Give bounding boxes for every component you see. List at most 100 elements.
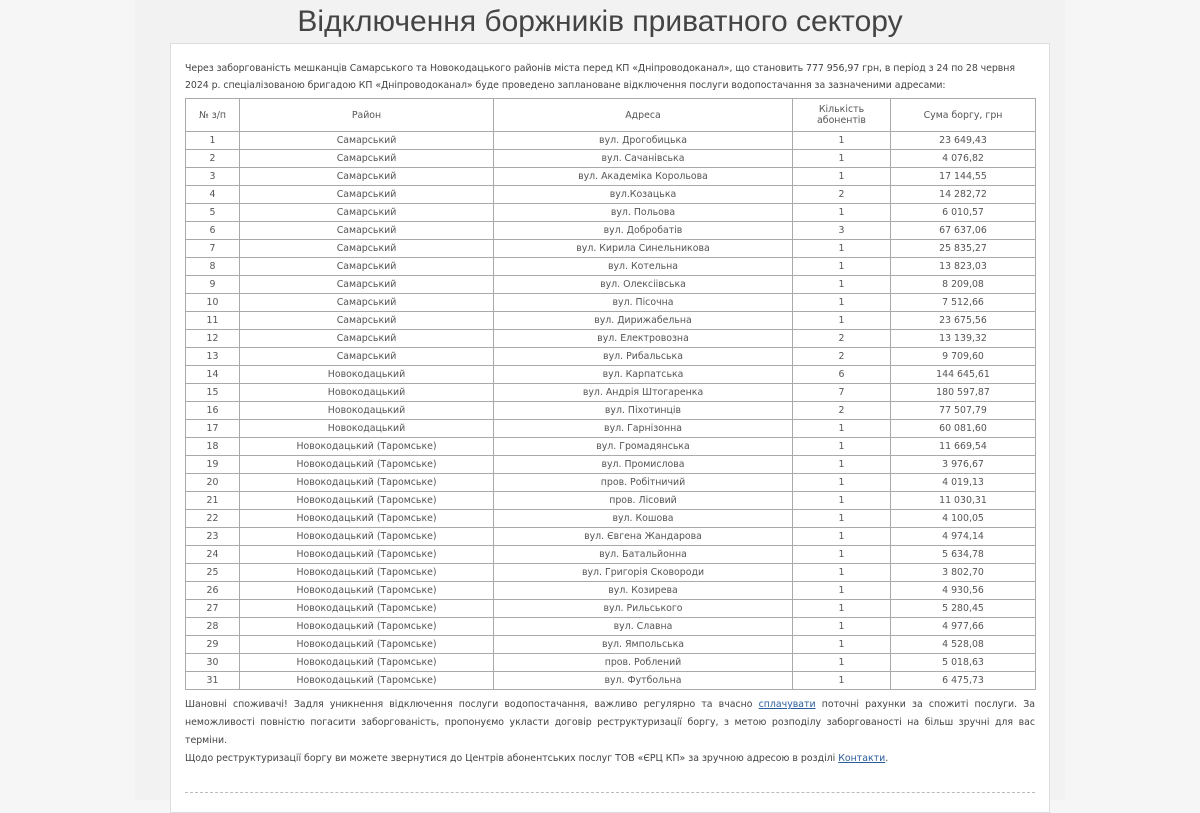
table-row: 17 Новокодацький вул. Гарнізонна 1 60 081,60 <box>185 419 1036 438</box>
cell-subscribers: 1 <box>792 581 891 600</box>
cell-number: 17 <box>185 419 240 438</box>
cell-number: 21 <box>185 491 240 510</box>
cell-district: Самарський <box>239 257 494 276</box>
cell-subscribers: 7 <box>792 383 891 402</box>
cell-subscribers: 1 <box>792 203 891 222</box>
cell-subscribers: 1 <box>792 563 891 582</box>
table-row: 28 Новокодацький (Таромське) вул. Славна 1 4… <box>185 617 1036 636</box>
cell-debt: 6 475,73 <box>890 671 1036 690</box>
cell-debt: 8 209,08 <box>890 275 1036 294</box>
notice-text-2: поточні рахунки за спожиті послуги. За н… <box>185 699 1035 746</box>
cell-debt: 7 512,66 <box>890 293 1036 312</box>
cell-district: Новокодацький <box>239 383 494 402</box>
contacts-link[interactable]: Контакти <box>838 753 886 764</box>
cell-number: 18 <box>185 437 240 456</box>
cell-subscribers: 3 <box>792 221 891 240</box>
cell-debt: 6 010,57 <box>890 203 1036 222</box>
cell-district: Новокодацький (Таромське) <box>239 599 494 618</box>
header-subscribers: Кількість абонентів <box>792 98 891 132</box>
cell-number: 24 <box>185 545 240 564</box>
cell-debt: 11 669,54 <box>890 437 1036 456</box>
intro-paragraph: Через заборгованість мешканців Самарсько… <box>185 63 1015 91</box>
cell-address: вул. Добробатів <box>493 221 793 240</box>
cell-subscribers: 1 <box>792 419 891 438</box>
cell-district: Новокодацький (Таромське) <box>239 509 494 528</box>
table-row: 20 Новокодацький (Таромське) пров. Робітни… <box>185 473 1036 492</box>
header-address: Адреса <box>493 98 793 132</box>
cell-district: Новокодацький (Таромське) <box>239 653 494 672</box>
header-number: № з/п <box>185 98 240 132</box>
cell-district: Самарський <box>239 203 494 222</box>
cell-district: Самарський <box>239 149 494 168</box>
table-row: 9 Самарський вул. Олексіівська 1 8 209,08 <box>185 275 1036 294</box>
cell-number: 5 <box>185 203 240 222</box>
pay-link[interactable]: сплачувати <box>758 699 816 710</box>
cell-subscribers: 1 <box>792 635 891 654</box>
cell-number: 3 <box>185 167 240 186</box>
cell-subscribers: 1 <box>792 311 891 330</box>
cell-number: 9 <box>185 275 240 294</box>
cell-subscribers: 2 <box>792 185 891 204</box>
cell-address: вул. Козирева <box>493 581 793 600</box>
cell-debt: 13 823,03 <box>890 257 1036 276</box>
cell-debt: 5 280,45 <box>890 599 1036 618</box>
table-row: 8 Самарський вул. Котельна 1 13 823,03 <box>185 257 1036 276</box>
cell-number: 8 <box>185 257 240 276</box>
table-row: 21 Новокодацький (Таромське) пров. Лісовий… <box>185 491 1036 510</box>
page-title: Відключення боржників приватного сектору <box>297 5 903 38</box>
cell-district: Самарський <box>239 347 494 366</box>
cell-subscribers: 1 <box>792 293 891 312</box>
cell-district: Новокодацький (Таромське) <box>239 617 494 636</box>
table-row: 1 Самарський вул. Дрогобицька 1 23 649,43 <box>185 131 1036 150</box>
cell-subscribers: 2 <box>792 401 891 420</box>
cell-debt: 67 637,06 <box>890 221 1036 240</box>
cell-address: вул. Котельна <box>493 257 793 276</box>
cell-debt: 77 507,79 <box>890 401 1036 420</box>
table-row: 19 Новокодацький (Таромське) вул. Промисло… <box>185 455 1036 474</box>
cell-address: пров. Лісовий <box>493 491 793 510</box>
restructure-text-2: . <box>885 753 889 764</box>
cell-debt: 14 282,72 <box>890 185 1036 204</box>
cell-number: 23 <box>185 527 240 546</box>
table-row: 3 Самарський вул. Академіка Корольова 1 17 1… <box>185 167 1036 186</box>
debtors-table: № з/п Район Адреса Кількість абонентів С… <box>185 98 1036 690</box>
cell-debt: 23 675,56 <box>890 311 1036 330</box>
cell-debt: 144 645,61 <box>890 365 1036 384</box>
cell-district: Новокодацький <box>239 419 494 438</box>
cell-debt: 4 930,56 <box>890 581 1036 600</box>
cell-debt: 4 100,05 <box>890 509 1036 528</box>
cell-district: Самарський <box>239 221 494 240</box>
cell-district: Новокодацький (Таромське) <box>239 473 494 492</box>
cell-subscribers: 1 <box>792 131 891 150</box>
table-row: 22 Новокодацький (Таромське) вул. Кошова 1 4… <box>185 509 1036 528</box>
cell-address: вул. Кирила Синельникова <box>493 239 793 258</box>
cell-number: 30 <box>185 653 240 672</box>
cell-district: Новокодацький <box>239 365 494 384</box>
header-district: Район <box>239 98 494 132</box>
cell-debt: 3 976,67 <box>890 455 1036 474</box>
cell-debt: 60 081,60 <box>890 419 1036 438</box>
cell-debt: 25 835,27 <box>890 239 1036 258</box>
table-row: 16 Новокодацький вул. Піхотинців 2 77 507,79 <box>185 401 1036 420</box>
cell-debt: 11 030,31 <box>890 491 1036 510</box>
cell-number: 29 <box>185 635 240 654</box>
table-row: 15 Новокодацький вул. Андрія Штогаренка 7 18… <box>185 383 1036 402</box>
cell-address: вул. Пісочна <box>493 293 793 312</box>
cell-debt: 5 018,63 <box>890 653 1036 672</box>
cell-debt: 4 019,13 <box>890 473 1036 492</box>
table-row: 13 Самарський вул. Рибальська 2 9 709,60 <box>185 347 1036 366</box>
cell-debt: 180 597,87 <box>890 383 1036 402</box>
cell-number: 27 <box>185 599 240 618</box>
cell-district: Новокодацький (Таромське) <box>239 437 494 456</box>
cell-number: 15 <box>185 383 240 402</box>
cell-subscribers: 1 <box>792 257 891 276</box>
cell-number: 2 <box>185 149 240 168</box>
cell-number: 19 <box>185 455 240 474</box>
cell-subscribers: 1 <box>792 455 891 474</box>
cell-address: вул. Футбольна <box>493 671 793 690</box>
cell-district: Самарський <box>239 293 494 312</box>
cell-district: Новокодацький (Таромське) <box>239 455 494 474</box>
cell-district: Новокодацький (Таромське) <box>239 671 494 690</box>
cell-district: Самарський <box>239 329 494 348</box>
cell-address: вул. Електровозна <box>493 329 793 348</box>
